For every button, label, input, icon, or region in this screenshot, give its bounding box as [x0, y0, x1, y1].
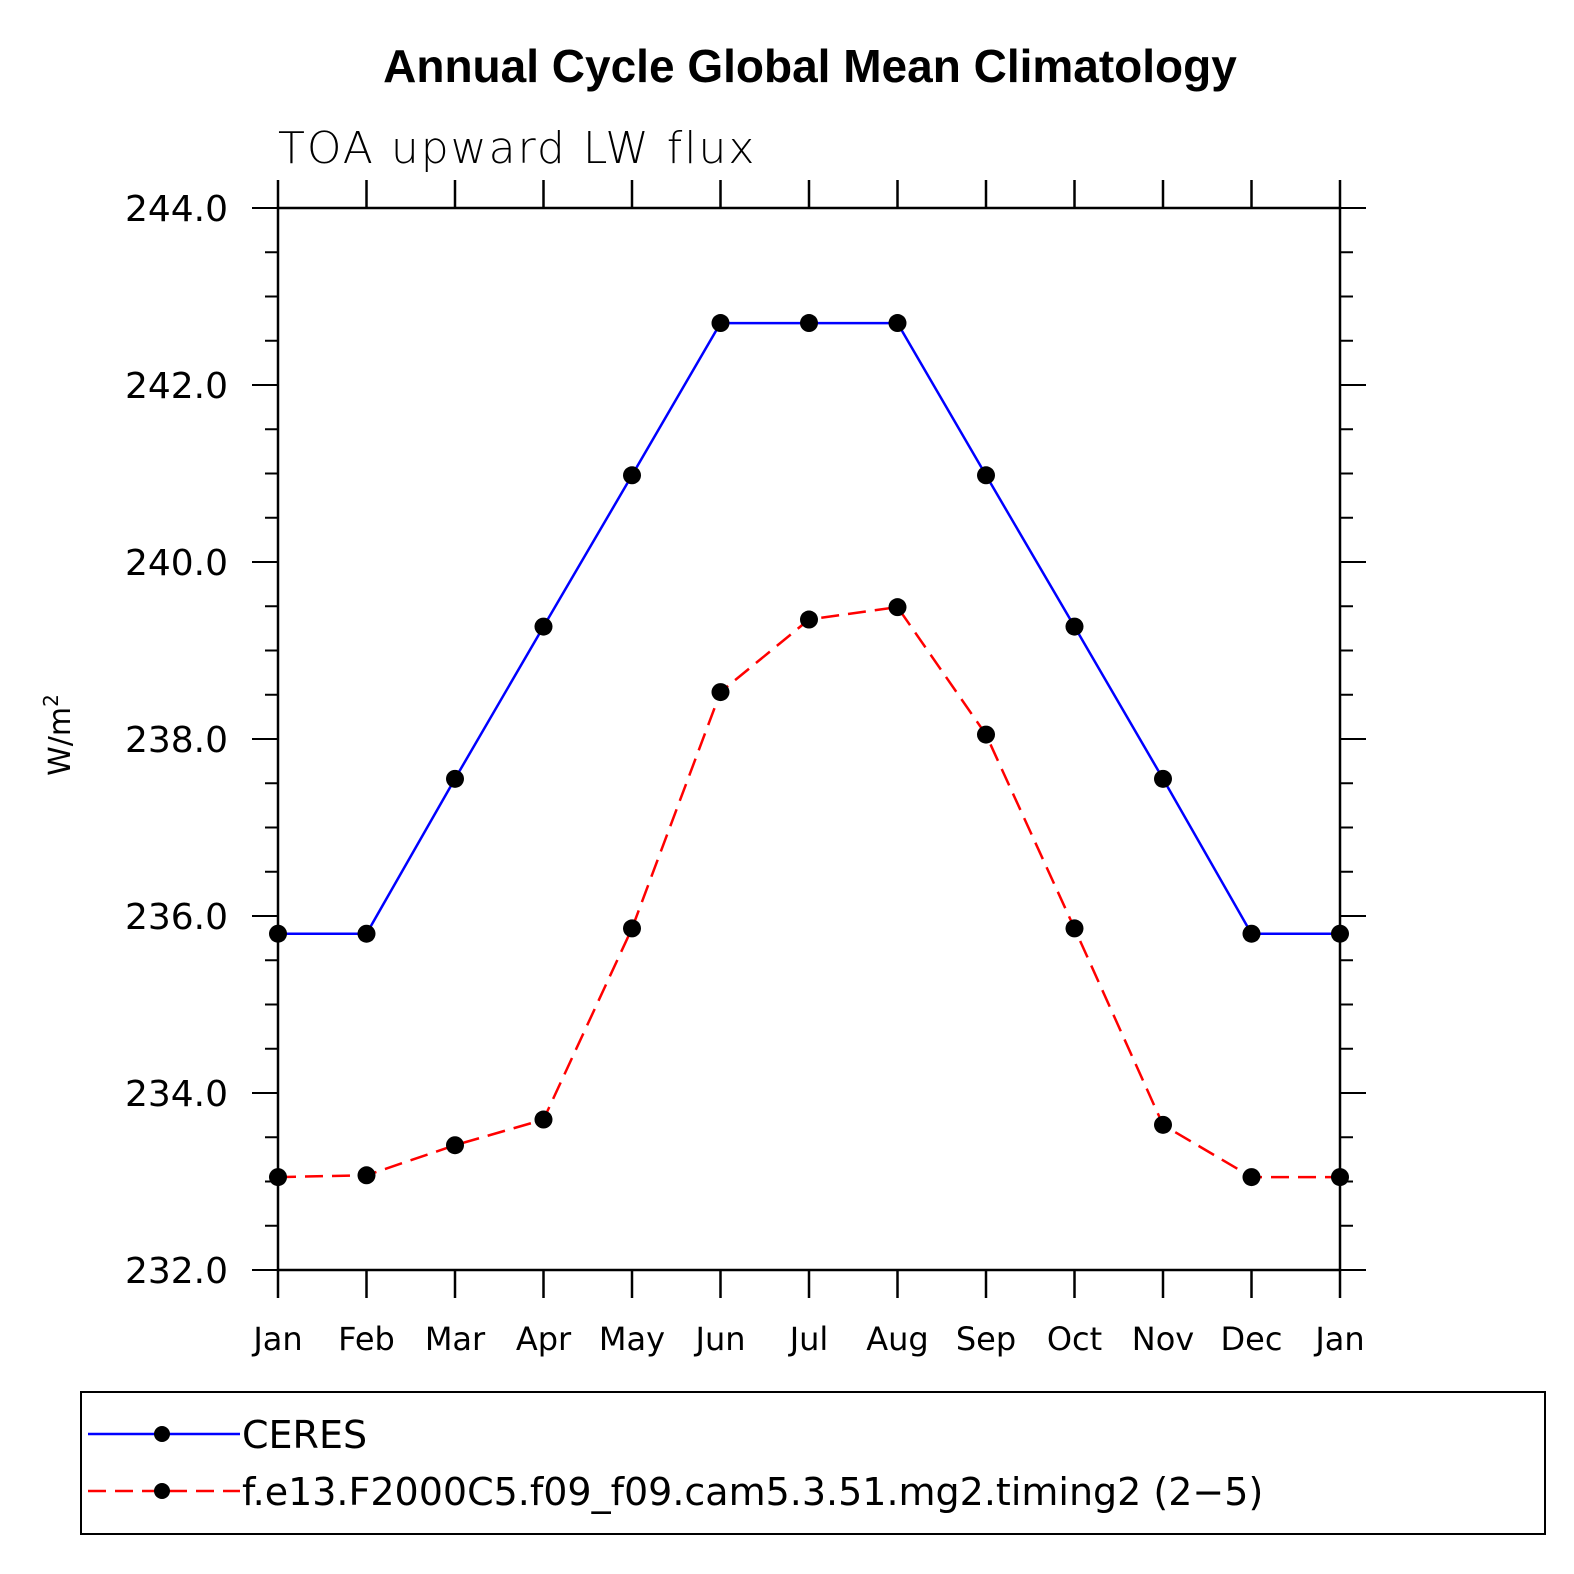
data-point-series-0: [800, 314, 818, 333]
x-tick-label: Aug: [866, 1320, 928, 1358]
y-tick-label: 240.0: [125, 543, 228, 584]
data-point-series-0: [888, 314, 907, 333]
data-point-series-0: [977, 466, 995, 485]
legend-label-model: f.e13.F2000C5.f09_f09.cam5.3.51.mg2.timi…: [242, 1470, 1263, 1514]
data-point-series-1: [977, 725, 995, 744]
data-point-series-1: [711, 683, 730, 702]
data-point-series-1: [446, 1136, 464, 1155]
data-point-series-1: [1331, 1168, 1349, 1187]
x-tick-label: Feb: [338, 1320, 395, 1358]
legend-entry-model: f.e13.F2000C5.f09_f09.cam5.3.51.mg2.timi…: [88, 1470, 1263, 1514]
data-point-series-0: [1065, 617, 1084, 636]
data-point-series-0: [534, 617, 553, 636]
data-point-series-1: [269, 1168, 287, 1187]
x-tick-label: Sep: [956, 1320, 1016, 1358]
chart-title: Annual Cycle Global Mean Climatology: [383, 40, 1237, 92]
series-layer: [269, 314, 1349, 1187]
data-point-series-0: [623, 466, 641, 485]
y-tick-label: 232.0: [125, 1251, 228, 1292]
x-tick-label: Apr: [516, 1320, 572, 1358]
legend-label-ceres: CERES: [242, 1413, 367, 1457]
plot-frame: [276, 206, 1342, 1272]
series-line-1: [277, 605, 1340, 1179]
y-axis-label: W/m2: [39, 694, 78, 776]
chart-subtitle: TOA upward LW flux: [278, 123, 756, 174]
legend-marker-ceres: [154, 1426, 170, 1442]
x-tick-label: Jul: [788, 1320, 829, 1358]
data-point-series-1: [1065, 919, 1084, 938]
axes: 232.0 234.0 236.0 238.0 240.0 242.0 244.0 Jan Fe…: [125, 180, 1366, 1358]
data-point-series-1: [357, 1166, 376, 1185]
x-tick-label: Mar: [425, 1320, 486, 1358]
legend-entry-ceres: CERES: [88, 1413, 367, 1457]
x-tick-label: May: [599, 1320, 665, 1358]
data-point-series-0: [711, 314, 730, 333]
data-point-series-0: [1154, 769, 1172, 788]
legend-marker-model: [154, 1483, 170, 1499]
data-point-series-1: [534, 1110, 553, 1129]
y-tick-label: 244.0: [125, 189, 228, 230]
data-point-series-1: [623, 919, 641, 938]
data-point-series-0: [446, 769, 464, 788]
y-tick-label: 242.0: [125, 366, 228, 407]
y-axis-label-text: W/m: [43, 707, 78, 776]
data-point-series-0: [1331, 924, 1349, 943]
legend-box: [80, 1391, 1546, 1535]
data-point-series-0: [357, 924, 376, 943]
data-point-series-1: [888, 598, 907, 617]
y-tick-label: 234.0: [125, 1074, 228, 1115]
data-point-series-1: [800, 610, 818, 629]
y-axis-label-superscript: 2: [39, 694, 63, 707]
x-tick-label: Nov: [1132, 1320, 1194, 1358]
data-point-series-1: [1154, 1115, 1172, 1134]
data-point-series-0: [1242, 924, 1261, 943]
x-tick-label: Jan: [251, 1320, 302, 1358]
x-tick-label: Oct: [1047, 1320, 1102, 1358]
y-tick-label: 238.0: [125, 720, 228, 761]
y-tick-label: 236.0: [125, 897, 228, 938]
x-tick-label: Jun: [694, 1320, 746, 1358]
x-tick-label: Dec: [1221, 1320, 1283, 1358]
data-point-series-1: [1242, 1168, 1261, 1187]
x-tick-label: Jan: [1313, 1320, 1364, 1358]
data-point-series-0: [269, 924, 287, 943]
